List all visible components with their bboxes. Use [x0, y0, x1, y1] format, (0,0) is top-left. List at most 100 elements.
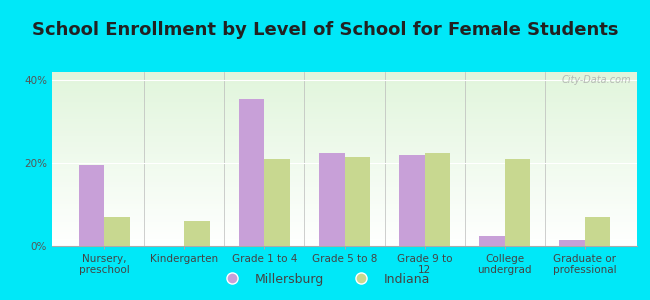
Bar: [52, 199, 637, 201]
Bar: [52, 148, 637, 150]
Bar: [52, 166, 637, 168]
Bar: [52, 138, 637, 140]
Bar: [52, 178, 637, 180]
Bar: [52, 209, 637, 211]
Bar: [52, 239, 637, 241]
Bar: [52, 145, 637, 147]
Bar: [52, 129, 637, 131]
Bar: [52, 164, 637, 166]
Bar: [52, 117, 637, 119]
Bar: [185, 221, 210, 246]
Bar: [52, 171, 637, 173]
Bar: [52, 150, 637, 152]
Bar: [52, 173, 637, 175]
Bar: [52, 234, 637, 236]
Bar: [52, 175, 637, 176]
Text: School Enrollment by Level of School for Female Students: School Enrollment by Level of School for…: [32, 21, 618, 39]
Bar: [52, 126, 637, 128]
Bar: [52, 176, 637, 178]
Bar: [344, 157, 370, 246]
Bar: [52, 213, 637, 215]
Bar: [52, 192, 637, 194]
Bar: [52, 89, 637, 91]
Bar: [52, 147, 637, 148]
Bar: [52, 74, 637, 76]
Bar: [585, 217, 610, 246]
Bar: [319, 153, 344, 246]
Bar: [52, 112, 637, 114]
Bar: [52, 96, 637, 98]
Bar: [52, 237, 637, 239]
Bar: [52, 109, 637, 110]
Bar: [52, 94, 637, 96]
Bar: [52, 202, 637, 204]
Bar: [52, 88, 637, 89]
Bar: [52, 110, 637, 112]
Bar: [52, 180, 637, 182]
Bar: [52, 183, 637, 185]
Bar: [239, 99, 265, 246]
Bar: [52, 208, 637, 209]
Bar: [52, 196, 637, 197]
Bar: [52, 128, 637, 129]
Bar: [52, 93, 637, 94]
Bar: [52, 161, 637, 163]
Bar: [52, 79, 637, 81]
Bar: [52, 168, 637, 169]
Bar: [52, 215, 637, 216]
Bar: [52, 143, 637, 145]
Bar: [52, 182, 637, 183]
Bar: [52, 77, 637, 79]
Bar: [559, 240, 585, 246]
Bar: [52, 122, 637, 124]
Bar: [52, 102, 637, 103]
Bar: [52, 91, 637, 93]
Bar: [52, 163, 637, 164]
Bar: [504, 159, 530, 246]
Bar: [52, 82, 637, 84]
Bar: [52, 103, 637, 105]
Bar: [52, 189, 637, 190]
Bar: [52, 105, 637, 107]
Bar: [52, 155, 637, 157]
Bar: [52, 187, 637, 189]
Bar: [52, 197, 637, 199]
Bar: [52, 241, 637, 242]
Bar: [52, 119, 637, 121]
Bar: [52, 86, 637, 88]
Bar: [79, 165, 104, 246]
Bar: [52, 98, 637, 100]
Bar: [52, 159, 637, 161]
Bar: [52, 190, 637, 192]
Text: City-Data.com: City-Data.com: [562, 76, 631, 85]
Bar: [52, 236, 637, 237]
Bar: [52, 100, 637, 102]
Bar: [52, 133, 637, 135]
Bar: [52, 152, 637, 154]
Bar: [52, 107, 637, 109]
Bar: [399, 155, 424, 246]
Bar: [52, 121, 637, 122]
Bar: [52, 140, 637, 142]
Bar: [52, 229, 637, 230]
Bar: [52, 225, 637, 227]
Bar: [52, 185, 637, 187]
Bar: [52, 124, 637, 126]
Bar: [52, 131, 637, 133]
Bar: [52, 84, 637, 86]
Bar: [52, 222, 637, 224]
Bar: [104, 217, 130, 246]
Bar: [52, 114, 637, 116]
Bar: [52, 227, 637, 229]
Bar: [52, 218, 637, 220]
Legend: Millersburg, Indiana: Millersburg, Indiana: [214, 268, 436, 291]
Bar: [52, 194, 637, 196]
Bar: [52, 224, 637, 225]
Bar: [52, 201, 637, 203]
Bar: [52, 244, 637, 246]
Bar: [52, 136, 637, 138]
Bar: [52, 157, 637, 159]
Bar: [52, 232, 637, 234]
Bar: [52, 116, 637, 117]
Bar: [265, 159, 290, 246]
